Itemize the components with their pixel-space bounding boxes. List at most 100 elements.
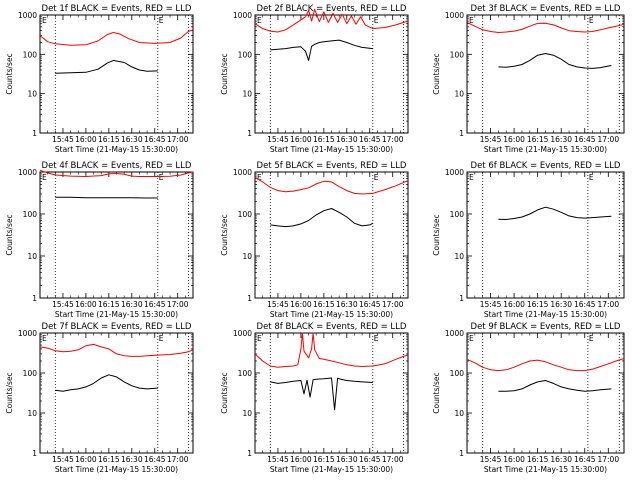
x-tick-label: 16:30 bbox=[121, 455, 143, 464]
corner-mark-right: E bbox=[374, 16, 379, 25]
x-tick-label: 16:30 bbox=[336, 455, 358, 464]
lld-series-line bbox=[466, 21, 625, 33]
x-tick-label: 17:00 bbox=[167, 135, 189, 144]
y-tick-label: 10 bbox=[242, 252, 252, 261]
events-series-line bbox=[55, 374, 158, 392]
plot-frame bbox=[39, 171, 194, 299]
y-tick-label: 1000 bbox=[233, 11, 252, 20]
x-tick-label: 16:15 bbox=[313, 455, 335, 464]
y-axis-label: Counts/sec bbox=[220, 53, 229, 94]
y-axis-label: Counts/sec bbox=[432, 372, 441, 413]
plot-frame bbox=[466, 171, 625, 299]
x-tick-label: 16:00 bbox=[503, 135, 525, 144]
lld-series-line bbox=[39, 169, 194, 177]
x-axis-label: Start Time (21-May-15 15:30:00) bbox=[270, 310, 393, 319]
x-axis-label: Start Time (21-May-15 15:30:00) bbox=[55, 145, 178, 154]
panel-det-4: Det 4f BLACK = Events, RED = LLD 1 10 100 10… bbox=[5, 161, 194, 319]
events-series-line bbox=[270, 39, 373, 61]
events-series-line bbox=[55, 196, 158, 199]
y-tick-label: 10 bbox=[27, 409, 37, 418]
y-tick-label: 100 bbox=[238, 50, 253, 59]
y-tick-label: 1 bbox=[459, 129, 464, 138]
corner-mark-left: E bbox=[257, 334, 262, 343]
y-tick-label: 100 bbox=[23, 369, 38, 378]
y-tick-label: 10 bbox=[454, 409, 464, 418]
corner-mark-right: E bbox=[374, 173, 379, 182]
y-axis-label: Counts/sec bbox=[5, 214, 14, 255]
x-tick-label: 15:45 bbox=[52, 300, 74, 309]
x-tick-label: 16:15 bbox=[527, 455, 549, 464]
panel-det-7: Det 7f BLACK = Events, RED = LLD 1 10 100 10… bbox=[5, 322, 194, 474]
x-tick-label: 16:45 bbox=[574, 135, 596, 144]
lld-series-line bbox=[466, 358, 625, 372]
x-tick-label: 16:15 bbox=[313, 135, 335, 144]
corner-mark-left: E bbox=[469, 16, 474, 25]
y-axis-label: Counts/sec bbox=[220, 372, 229, 413]
x-tick-label: 16:45 bbox=[359, 455, 381, 464]
panel-det-1: Det 1f BLACK = Events, RED = LLD 1 10 100 10… bbox=[5, 4, 194, 154]
y-tick-label: 1000 bbox=[18, 168, 37, 177]
y-tick-label: 100 bbox=[238, 369, 253, 378]
corner-mark-left: E bbox=[469, 334, 474, 343]
events-series-line bbox=[498, 380, 612, 392]
corner-mark-right: E bbox=[589, 16, 594, 25]
events-series-line bbox=[498, 53, 612, 69]
plot-frame bbox=[39, 332, 194, 454]
x-tick-label: 16:45 bbox=[144, 300, 166, 309]
panel-title: Det 3f BLACK = Events, RED = LLD bbox=[471, 4, 621, 14]
corner-mark-right: E bbox=[374, 334, 379, 343]
corner-mark-left: E bbox=[42, 334, 47, 343]
lld-series-line bbox=[39, 343, 194, 357]
panel-title: Det 2f BLACK = Events, RED = LLD bbox=[257, 4, 407, 14]
x-tick-label: 16:00 bbox=[75, 455, 97, 464]
y-tick-label: 1000 bbox=[233, 168, 252, 177]
x-tick-label: 16:45 bbox=[359, 135, 381, 144]
y-tick-label: 10 bbox=[27, 252, 37, 261]
panel-det-8: Det 8f BLACK = Events, RED = LLD 1 10 100 10… bbox=[220, 322, 409, 474]
x-tick-label: 17:00 bbox=[382, 135, 404, 144]
panel-det-5: Det 5f BLACK = Events, RED = LLD 1 10 100 10… bbox=[220, 161, 409, 319]
corner-mark-right: E bbox=[589, 173, 594, 182]
panel-title: Det 7f BLACK = Events, RED = LLD bbox=[42, 322, 192, 332]
y-axis-label: Counts/sec bbox=[432, 214, 441, 255]
x-tick-label: 16:00 bbox=[290, 300, 312, 309]
y-tick-label: 1000 bbox=[445, 11, 464, 20]
panel-det-9: Det 9f BLACK = Events, RED = LLD 1 10 100 10… bbox=[432, 322, 625, 474]
y-tick-label: 1 bbox=[459, 449, 464, 458]
x-tick-label: 16:15 bbox=[527, 300, 549, 309]
x-tick-label: 16:45 bbox=[359, 300, 381, 309]
events-series-line bbox=[498, 206, 612, 220]
x-tick-label: 15:45 bbox=[480, 135, 502, 144]
x-tick-label: 15:45 bbox=[267, 300, 289, 309]
x-tick-label: 17:00 bbox=[597, 300, 619, 309]
panel-det-2: Det 2f BLACK = Events, RED = LLD 1 10 100 10… bbox=[220, 4, 409, 154]
x-tick-label: 16:45 bbox=[144, 135, 166, 144]
x-tick-label: 17:00 bbox=[597, 455, 619, 464]
x-tick-label: 16:45 bbox=[574, 300, 596, 309]
lld-series-line bbox=[254, 8, 409, 33]
plot-frame bbox=[466, 14, 625, 134]
x-tick-label: 16:00 bbox=[75, 135, 97, 144]
events-series-line bbox=[55, 59, 158, 74]
x-tick-label: 16:15 bbox=[98, 455, 120, 464]
y-tick-label: 1000 bbox=[18, 11, 37, 20]
y-tick-label: 10 bbox=[27, 90, 37, 99]
y-tick-label: 10 bbox=[242, 409, 252, 418]
lld-series-line bbox=[39, 29, 194, 46]
x-tick-label: 17:00 bbox=[167, 300, 189, 309]
x-tick-label: 17:00 bbox=[382, 300, 404, 309]
x-tick-label: 16:30 bbox=[336, 135, 358, 144]
x-tick-label: 16:00 bbox=[503, 455, 525, 464]
x-axis-label: Start Time (21-May-15 15:30:00) bbox=[270, 145, 393, 154]
x-tick-label: 16:00 bbox=[290, 135, 312, 144]
x-axis-label: Start Time (21-May-15 15:30:00) bbox=[55, 465, 178, 474]
x-tick-label: 16:30 bbox=[121, 300, 143, 309]
corner-mark-left: E bbox=[469, 173, 474, 182]
y-tick-label: 1000 bbox=[233, 329, 252, 338]
x-axis-label: Start Time (21-May-15 15:30:00) bbox=[484, 310, 607, 319]
corner-mark-right: E bbox=[159, 16, 164, 25]
x-tick-label: 15:45 bbox=[267, 135, 289, 144]
x-tick-label: 16:30 bbox=[550, 135, 572, 144]
y-tick-label: 100 bbox=[23, 210, 38, 219]
